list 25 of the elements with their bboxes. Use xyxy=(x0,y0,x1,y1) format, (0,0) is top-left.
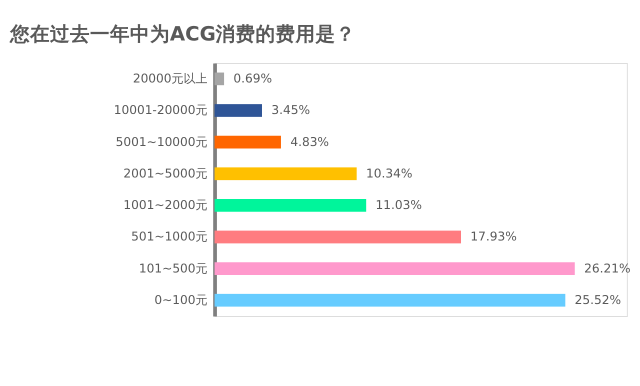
data-label: 17.93% xyxy=(470,230,517,244)
y-tick-label: 101~500元 xyxy=(138,261,208,276)
y-tick-label: 5001~10000元 xyxy=(116,134,208,149)
data-label: 11.03% xyxy=(376,198,422,212)
bar xyxy=(214,72,224,86)
data-label: 0.69% xyxy=(233,72,272,86)
y-tick-label: 0~100元 xyxy=(154,292,208,307)
bar xyxy=(214,262,575,275)
data-label: 10.34% xyxy=(366,166,412,180)
y-tick-label: 501~1000元 xyxy=(131,230,208,244)
bar xyxy=(214,199,366,212)
y-tick-label: 20000元以上 xyxy=(132,72,208,86)
bar xyxy=(214,294,566,307)
chart-title: 您在过去一年中为ACG消费的费用是？ xyxy=(8,22,356,46)
bar xyxy=(214,104,262,117)
y-tick-label: 2001~5000元 xyxy=(123,166,208,180)
data-label: 4.83% xyxy=(290,134,330,149)
y-tick-label: 1001~2000元 xyxy=(123,198,208,212)
data-label: 3.45% xyxy=(271,103,310,118)
bar xyxy=(214,230,461,244)
data-label: 26.21% xyxy=(584,261,631,276)
data-label: 25.52% xyxy=(574,292,622,307)
bar xyxy=(214,136,281,148)
bar xyxy=(214,167,357,180)
y-tick-label: 10001-20000元 xyxy=(114,103,208,118)
